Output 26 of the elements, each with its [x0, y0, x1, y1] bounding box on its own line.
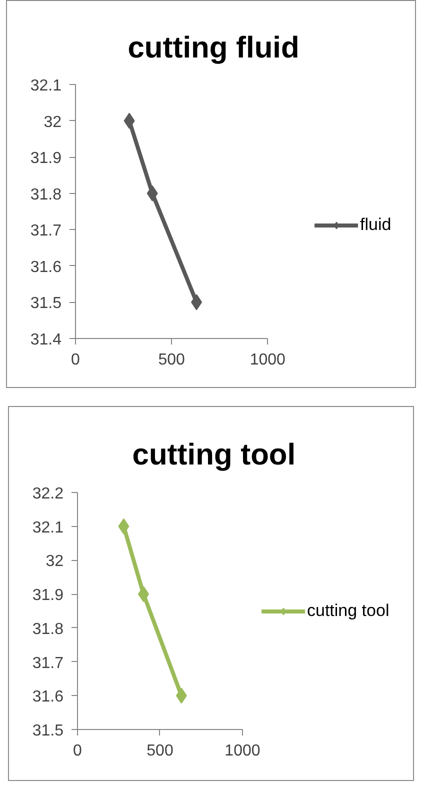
y-tick-label: 31.7 [30, 222, 62, 240]
y-tick-label: 32.1 [30, 78, 62, 94]
y-tick-label: 31.8 [30, 186, 62, 204]
x-tick-label: 0 [73, 742, 82, 760]
y-tick-label: 31.6 [30, 258, 62, 276]
x-tick-label: 1000 [250, 352, 286, 368]
y-tick-label: 31.9 [30, 150, 62, 168]
x-tick-label: 0 [71, 352, 80, 368]
y-tick-label: 32.2 [32, 486, 64, 502]
y-tick-label: 31.7 [32, 654, 64, 672]
y-tick-label: 31.6 [32, 688, 64, 706]
y-tick-label: 31.5 [32, 722, 64, 740]
legend-label: cutting tool [307, 600, 390, 620]
y-tick-label: 32 [46, 553, 64, 570]
y-tick-label: 31.5 [30, 295, 62, 312]
y-tick-label: 31.9 [32, 587, 64, 604]
y-tick-label: 32 [44, 114, 62, 131]
x-tick-label: 500 [146, 742, 174, 760]
legend-label: fluid [360, 215, 392, 235]
y-tick-label: 32.1 [32, 519, 64, 536]
chart-title: cutting fluid [128, 32, 300, 64]
x-tick-label: 1000 [224, 742, 260, 760]
x-tick-label: 500 [158, 352, 186, 368]
y-tick-label: 31.8 [32, 620, 64, 638]
y-tick-label: 31.4 [30, 332, 62, 348]
chart-title: cutting tool [132, 438, 296, 472]
